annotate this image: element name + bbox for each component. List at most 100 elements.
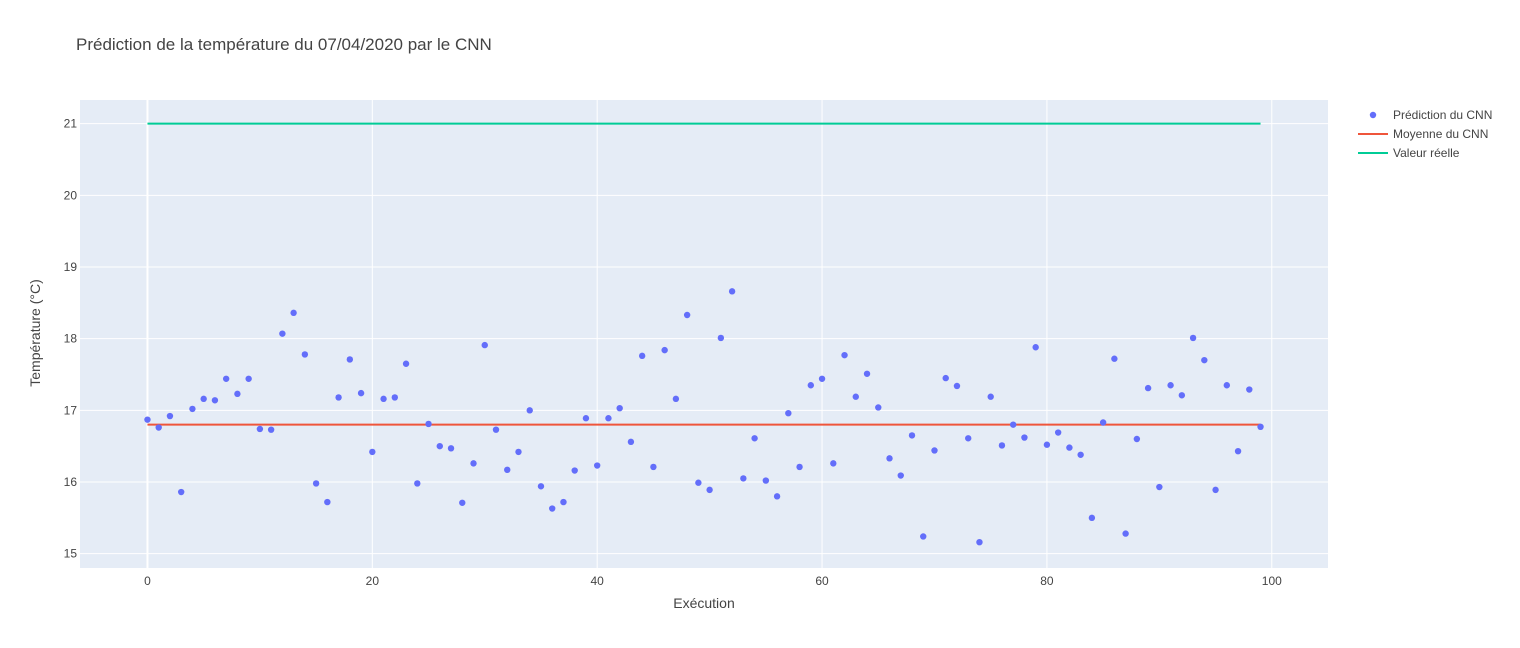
x-tick-label: 100: [1262, 574, 1282, 588]
data-point: [965, 435, 972, 442]
data-point: [1234, 447, 1242, 455]
data-point: [807, 382, 815, 389]
data-point: [470, 460, 477, 467]
data-point: [762, 477, 770, 484]
data-point: [1223, 382, 1231, 389]
data-point: [1246, 386, 1253, 393]
data-point: [627, 438, 635, 446]
legend-item[interactable]: Valeur réelle: [1358, 146, 1460, 160]
x-axis-ticks: 0 20 40 60 80 100: [144, 574, 1282, 588]
x-tick-label: 80: [1040, 574, 1054, 588]
data-point: [582, 415, 590, 422]
data-point: [571, 467, 578, 474]
data-point: [863, 370, 871, 377]
legend-item[interactable]: Prédiction du CNN: [1369, 108, 1493, 122]
data-point: [1021, 434, 1028, 441]
x-tick-label: 0: [144, 574, 151, 588]
y-tick-label: 15: [64, 547, 78, 561]
data-point: [335, 394, 342, 401]
data-point: [234, 390, 241, 398]
data-point: [459, 499, 466, 506]
legend-item[interactable]: Moyenne du CNN: [1358, 127, 1488, 141]
data-point: [1212, 486, 1219, 494]
data-point: [908, 432, 916, 439]
data-point: [1178, 392, 1186, 399]
data-point: [425, 420, 432, 428]
data-point: [1054, 429, 1062, 436]
y-tick-label: 18: [64, 332, 78, 346]
data-point: [942, 374, 949, 382]
data-point: [818, 375, 826, 382]
data-point: [830, 460, 837, 467]
data-point: [605, 415, 612, 422]
data-point: [155, 424, 162, 431]
data-point: [526, 407, 533, 414]
data-point: [1077, 451, 1084, 458]
data-point: [177, 488, 185, 496]
data-point: [751, 435, 758, 442]
data-point: [369, 448, 376, 456]
data-point: [1156, 483, 1163, 491]
data-point: [222, 375, 230, 382]
data-point: [1009, 421, 1017, 428]
data-point: [953, 382, 961, 390]
data-point: [897, 472, 904, 479]
data-point: [447, 445, 455, 452]
data-point: [728, 288, 736, 295]
chart-title: Prédiction de la température du 07/04/20…: [76, 35, 492, 54]
data-point: [380, 395, 387, 403]
x-axis-title: Exécution: [673, 595, 734, 611]
data-point: [920, 533, 927, 540]
data-point: [661, 346, 668, 354]
data-point: [144, 416, 151, 423]
data-point: [245, 375, 252, 382]
x-tick-label: 40: [591, 574, 605, 588]
data-point: [324, 498, 331, 506]
data-point: [200, 395, 207, 403]
data-point: [638, 352, 646, 360]
data-point: [593, 462, 601, 469]
data-point: [1167, 382, 1174, 389]
data-point: [1257, 423, 1264, 431]
data-point: [211, 397, 219, 404]
data-point: [256, 425, 264, 433]
legend-marker: [1369, 111, 1377, 119]
data-point: [1088, 514, 1096, 522]
line-series: [147, 122, 1261, 426]
data-point: [549, 505, 556, 512]
data-point: [717, 334, 725, 342]
data-point: [166, 412, 174, 420]
data-point: [481, 341, 488, 349]
data-point: [852, 393, 859, 400]
data-point: [1099, 419, 1107, 426]
data-point: [616, 404, 623, 412]
data-point: [357, 389, 365, 397]
y-tick-label: 17: [64, 403, 78, 417]
data-point: [312, 480, 320, 487]
data-point: [267, 426, 275, 433]
plot-area: [80, 100, 1328, 568]
data-point: [976, 538, 983, 546]
data-point: [492, 426, 500, 433]
data-point: [841, 351, 848, 359]
y-axis-ticks: 15 16 17 18 19 20 21: [64, 117, 78, 561]
data-point: [560, 498, 567, 506]
data-point: [672, 395, 680, 403]
data-point: [402, 360, 410, 367]
data-point: [706, 486, 713, 494]
data-point: [279, 330, 286, 337]
data-point: [436, 442, 443, 450]
legend[interactable]: Prédiction du CNN Moyenne du CNN Valeur ré…: [1358, 108, 1492, 160]
data-point: [1066, 444, 1073, 451]
data-point: [931, 447, 938, 454]
data-point: [875, 404, 882, 411]
x-tick-label: 60: [815, 574, 829, 588]
data-point: [886, 455, 893, 462]
y-tick-label: 19: [64, 260, 78, 274]
data-point: [1043, 441, 1051, 448]
y-tick-label: 20: [64, 188, 78, 202]
data-point: [1144, 384, 1152, 392]
data-point: [1122, 530, 1129, 537]
data-point: [740, 475, 747, 482]
